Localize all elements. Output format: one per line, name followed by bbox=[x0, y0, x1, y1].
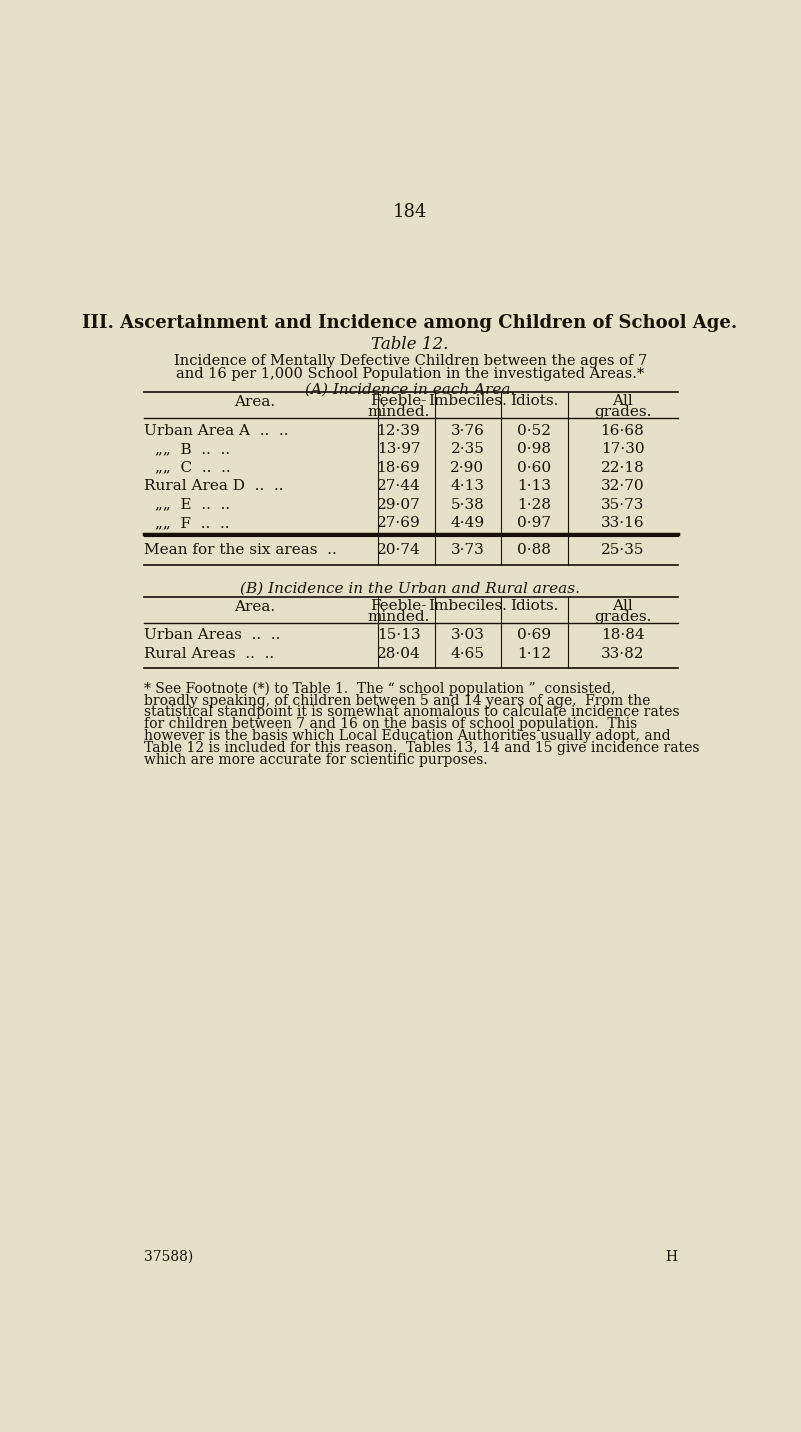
Text: 3·73: 3·73 bbox=[451, 543, 485, 557]
Text: 20·74: 20·74 bbox=[376, 543, 421, 557]
Text: Feeble-: Feeble- bbox=[370, 394, 427, 408]
Text: 29·07: 29·07 bbox=[376, 497, 421, 511]
Text: Feeble-: Feeble- bbox=[370, 599, 427, 613]
Text: Rural Areas  ..  ..: Rural Areas .. .. bbox=[144, 647, 275, 662]
Text: 37588): 37588) bbox=[144, 1250, 194, 1264]
Text: 33·82: 33·82 bbox=[601, 647, 644, 662]
Text: Idiots.: Idiots. bbox=[510, 599, 558, 613]
Text: All: All bbox=[612, 599, 633, 613]
Text: III. Ascertainment and Incidence among Children of School Age.: III. Ascertainment and Incidence among C… bbox=[83, 314, 738, 332]
Text: and 16 per 1,000 School Population in the investigated Areas.*: and 16 per 1,000 School Population in th… bbox=[176, 367, 644, 381]
Text: 4·13: 4·13 bbox=[450, 480, 485, 493]
Text: which are more accurate for scientific purposes.: which are more accurate for scientific p… bbox=[144, 753, 488, 768]
Text: (B) Incidence in the Urban and Rural areas.: (B) Incidence in the Urban and Rural are… bbox=[240, 581, 580, 596]
Text: 4·65: 4·65 bbox=[450, 647, 485, 662]
Text: 4·49: 4·49 bbox=[450, 516, 485, 530]
Text: 22·18: 22·18 bbox=[601, 461, 644, 474]
Text: 2·90: 2·90 bbox=[450, 461, 485, 474]
Text: 1·13: 1·13 bbox=[517, 480, 551, 493]
Text: grades.: grades. bbox=[594, 405, 651, 420]
Text: broadly speaking, of children between 5 and 14 years of age.  From the: broadly speaking, of children between 5 … bbox=[144, 693, 650, 707]
Text: „„  F  ..  ..: „„ F .. .. bbox=[155, 516, 230, 530]
Text: 0·88: 0·88 bbox=[517, 543, 551, 557]
Text: 17·30: 17·30 bbox=[601, 442, 644, 457]
Text: „„  C  ..  ..: „„ C .. .. bbox=[155, 461, 231, 474]
Text: Mean for the six areas  ..: Mean for the six areas .. bbox=[144, 543, 337, 557]
Text: minded.: minded. bbox=[368, 610, 429, 624]
Text: Idiots.: Idiots. bbox=[510, 394, 558, 408]
Text: 15·13: 15·13 bbox=[376, 629, 421, 643]
Text: All: All bbox=[612, 394, 633, 408]
Text: however is the basis which Local Education Authorities usually adopt, and: however is the basis which Local Educati… bbox=[144, 729, 671, 743]
Text: Area.: Area. bbox=[235, 600, 276, 614]
Text: 28·04: 28·04 bbox=[376, 647, 421, 662]
Text: Imbeciles.: Imbeciles. bbox=[428, 599, 507, 613]
Text: statistical standpoint it is somewhat anomalous to calculate incidence rates: statistical standpoint it is somewhat an… bbox=[144, 706, 680, 719]
Text: 25·35: 25·35 bbox=[601, 543, 644, 557]
Text: Urban Areas  ..  ..: Urban Areas .. .. bbox=[144, 629, 280, 643]
Text: 184: 184 bbox=[393, 203, 427, 221]
Text: Table 12.: Table 12. bbox=[372, 337, 449, 352]
Text: grades.: grades. bbox=[594, 610, 651, 624]
Text: 0·60: 0·60 bbox=[517, 461, 551, 474]
Text: Table 12 is included for this reason.  Tables 13, 14 and 15 give incidence rates: Table 12 is included for this reason. Ta… bbox=[144, 742, 700, 755]
Text: Urban Area A  ..  ..: Urban Area A .. .. bbox=[144, 424, 289, 438]
Text: „„  B  ..  ..: „„ B .. .. bbox=[155, 442, 230, 457]
Text: Area.: Area. bbox=[235, 395, 276, 410]
Text: 33·16: 33·16 bbox=[601, 516, 644, 530]
Text: 0·69: 0·69 bbox=[517, 629, 551, 643]
Text: 18·69: 18·69 bbox=[376, 461, 421, 474]
Text: 0·98: 0·98 bbox=[517, 442, 551, 457]
Text: * See Footnote (*) to Table 1.  The “ school population ”  consisted,: * See Footnote (*) to Table 1. The “ sch… bbox=[144, 682, 616, 696]
Text: 1·12: 1·12 bbox=[517, 647, 551, 662]
Text: 1·28: 1·28 bbox=[517, 497, 551, 511]
Text: 32·70: 32·70 bbox=[601, 480, 644, 493]
Text: Rural Area D  ..  ..: Rural Area D .. .. bbox=[144, 480, 284, 493]
Text: 12·39: 12·39 bbox=[376, 424, 421, 438]
Text: for children between 7 and 16 on the basis of school population.  This: for children between 7 and 16 on the bas… bbox=[144, 717, 638, 732]
Text: 27·44: 27·44 bbox=[376, 480, 421, 493]
Text: 35·73: 35·73 bbox=[601, 497, 644, 511]
Text: 0·52: 0·52 bbox=[517, 424, 551, 438]
Text: 27·69: 27·69 bbox=[376, 516, 421, 530]
Text: H: H bbox=[666, 1250, 678, 1264]
Text: „„  E  ..  ..: „„ E .. .. bbox=[155, 497, 230, 511]
Text: 5·38: 5·38 bbox=[451, 497, 485, 511]
Text: Imbeciles.: Imbeciles. bbox=[428, 394, 507, 408]
Text: 18·84: 18·84 bbox=[601, 629, 644, 643]
Text: (A) Incidence in each Area.: (A) Incidence in each Area. bbox=[305, 382, 515, 397]
Text: 2·35: 2·35 bbox=[450, 442, 485, 457]
Text: Incidence of Mentally Defective Children between the ages of 7: Incidence of Mentally Defective Children… bbox=[174, 354, 646, 368]
Text: minded.: minded. bbox=[368, 405, 429, 420]
Text: 0·97: 0·97 bbox=[517, 516, 551, 530]
Text: 3·76: 3·76 bbox=[450, 424, 485, 438]
Text: 3·03: 3·03 bbox=[450, 629, 485, 643]
Text: 13·97: 13·97 bbox=[376, 442, 421, 457]
Text: 16·68: 16·68 bbox=[601, 424, 644, 438]
